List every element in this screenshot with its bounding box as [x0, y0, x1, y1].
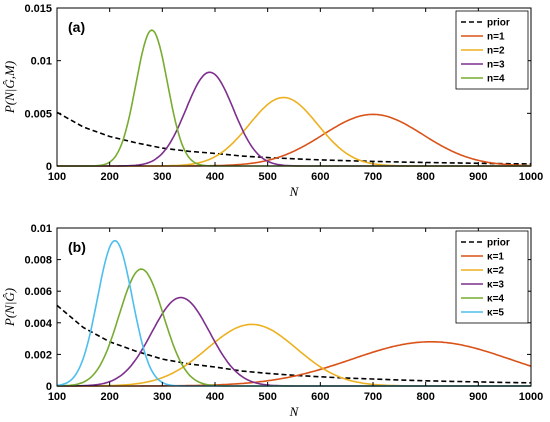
y-tick-label: 0.004: [24, 318, 52, 330]
x-tick-label: 900: [469, 171, 487, 183]
legend: prior κ=1 κ=2 κ=3 κ=4 κ=5: [455, 230, 529, 324]
x-tick-label: 1000: [519, 391, 543, 403]
legend-entry: κ=5: [487, 308, 504, 319]
x-tick-label: 400: [206, 391, 224, 403]
x-tick-label: 500: [258, 171, 276, 183]
x-axis-label: N: [289, 404, 300, 419]
y-tick-label: 0.01: [31, 56, 52, 68]
x-tick-label: 600: [311, 391, 329, 403]
legend-entry: n=4: [487, 74, 505, 85]
legend-entry: n=3: [487, 60, 505, 71]
x-tick-label: 100: [48, 171, 66, 183]
y-tick-label: 0: [46, 381, 52, 393]
legend-box: [455, 230, 529, 324]
y-tick-label: 0.015: [24, 3, 52, 15]
y-tick-label: 0.006: [24, 286, 52, 298]
y-axis-label: P(N|Ĝ): [2, 288, 17, 327]
legend: prior n=1 n=2 n=3 n=4: [455, 10, 529, 90]
series-line-prior: [56, 111, 532, 165]
x-tick-label: 700: [364, 391, 382, 403]
y-axis-label: P(N|Ĝ,M): [2, 61, 17, 114]
series-line-prior: [56, 304, 532, 384]
x-tick-label: 300: [153, 171, 171, 183]
y-tick-label: 0: [46, 161, 52, 173]
legend-entry: prior: [487, 238, 510, 249]
x-tick-label: 700: [364, 171, 382, 183]
x-tick-label: 1000: [519, 171, 543, 183]
x-tick-label: 300: [153, 391, 171, 403]
legend-entry: n=1: [487, 32, 505, 43]
axes-box: [56, 227, 532, 387]
x-tick-label: 800: [416, 391, 434, 403]
legend-entry: n=2: [487, 46, 505, 57]
x-tick-label: 100: [48, 391, 66, 403]
panel-label: (b): [68, 239, 86, 255]
panel-label: (a): [68, 19, 85, 35]
x-tick-label: 600: [311, 171, 329, 183]
legend-entry: κ=3: [487, 280, 504, 291]
y-tick-label: 0.01: [31, 223, 52, 235]
legend-entry: κ=2: [487, 266, 504, 277]
legend-entry: prior: [487, 18, 510, 29]
x-tick-label: 200: [100, 171, 118, 183]
x-tick-label: 500: [258, 391, 276, 403]
x-axis-label: N: [289, 184, 300, 199]
x-tick-label: 400: [206, 171, 224, 183]
y-tick-label: 0.008: [24, 255, 52, 267]
y-tick-label: 0.002: [24, 349, 52, 361]
legend-entry: κ=4: [487, 294, 504, 305]
panel-a: 100 200 300 400 500 600 700 800 900 1000 0 0.005 0.0…: [2, 3, 543, 199]
x-tick-label: 200: [100, 391, 118, 403]
x-tick-label: 900: [469, 391, 487, 403]
legend-entry: κ=1: [487, 252, 504, 263]
x-tick-label: 800: [416, 171, 434, 183]
y-tick-label: 0.005: [24, 108, 52, 120]
axes-box: [56, 7, 532, 167]
panel-b: 100 200 300 400 500 600 700 800 900 1000 0 0.002 0.0…: [2, 223, 543, 419]
